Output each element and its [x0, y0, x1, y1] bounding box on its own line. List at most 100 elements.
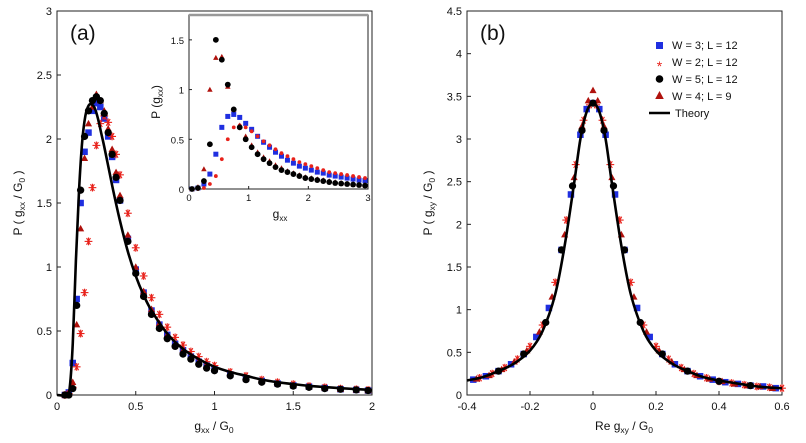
data-point: [633, 304, 641, 312]
data-point: [326, 172, 332, 178]
y-tick-label: 0: [46, 390, 52, 402]
series-square: [470, 99, 779, 392]
data-point: [303, 162, 308, 167]
series-triangle: [472, 86, 777, 391]
data-point: [273, 147, 278, 152]
data-point: [92, 141, 101, 150]
x-tick-label: 0: [186, 193, 191, 204]
y-tick-label: 4: [456, 49, 462, 61]
data-point: [242, 375, 250, 384]
data-point: [212, 36, 219, 43]
data-point: [201, 166, 207, 172]
data-point: [279, 151, 284, 156]
data-point: [237, 114, 243, 120]
legend-marker-circle: [655, 75, 664, 83]
data-point: [108, 150, 116, 159]
y-tick-label: 1: [456, 305, 462, 317]
inset-xlabel: gxx: [273, 207, 288, 223]
data-point: [72, 362, 81, 371]
data-point: [218, 56, 225, 63]
data-point: [195, 360, 203, 368]
legend-entry-w2: * W = 2; L = 12: [657, 57, 738, 74]
data-point: [85, 129, 92, 136]
data-point: [315, 166, 320, 171]
x-tick-label: 0.6: [774, 401, 789, 413]
data-point: [338, 174, 344, 180]
x-tick-label: 3: [365, 193, 370, 204]
data-point: [567, 191, 575, 198]
data-point: [112, 168, 120, 176]
data-point: [195, 185, 201, 191]
data-point: [104, 128, 112, 137]
data-point: [108, 145, 116, 153]
data-point: [100, 109, 108, 118]
data-point: [249, 129, 254, 134]
data-point: [356, 182, 362, 188]
data-point: [219, 124, 225, 130]
data-point: [266, 160, 273, 167]
data-point: [267, 144, 273, 150]
data-point: [320, 178, 327, 184]
data-point: [225, 137, 230, 142]
series-asterisk: [475, 100, 786, 393]
x-tick-label: 0.2: [648, 401, 663, 413]
data-point: [80, 154, 89, 161]
legend-label-theory: Theory: [675, 108, 710, 120]
data-point: [296, 163, 302, 169]
y-tick-label: 1.5: [37, 198, 52, 210]
data-point: [213, 174, 218, 178]
data-point: [297, 160, 302, 165]
data-point: [314, 177, 321, 183]
data-point: [76, 329, 85, 338]
inset-frame: [188, 14, 369, 190]
legend: W = 3; L = 12 * W = 2; L = 12 W = 5; L =…: [649, 40, 738, 120]
data-point: [344, 181, 351, 187]
data-point: [213, 54, 219, 60]
data-point: [226, 372, 234, 380]
data-point: [124, 231, 132, 238]
data-point: [179, 350, 187, 358]
data-point: [81, 148, 88, 156]
y-tick-label: 0.5: [171, 135, 184, 146]
legend-entry-theory: Theory: [649, 108, 710, 120]
legend-label-w2: W = 2; L = 12: [672, 57, 738, 69]
data-point: [93, 99, 100, 107]
panel-a-theory-curve: [56, 102, 373, 397]
series-circle: [189, 36, 368, 192]
inset-ticks: 0 1 2 3 0 0.5 1 1.5: [171, 36, 371, 204]
data-point: [224, 81, 231, 88]
data-point: [333, 171, 338, 175]
data-point: [88, 183, 97, 192]
data-point: [189, 186, 195, 192]
data-point: [339, 172, 344, 176]
data-point: [201, 178, 207, 184]
panel-b-ylabel: P ( gxy / G0 ): [421, 170, 437, 235]
data-point: [231, 125, 236, 130]
data-point: [248, 144, 255, 151]
data-point: [219, 157, 224, 162]
y-tick-label: 2.5: [37, 70, 52, 82]
legend-marker-square: [656, 42, 663, 49]
data-point: [77, 224, 85, 232]
data-point: [308, 176, 315, 182]
y-tick-label: 0: [456, 390, 462, 402]
data-point: [338, 180, 345, 187]
data-point: [97, 103, 104, 111]
data-point: [236, 124, 243, 131]
legend-label-w4: W = 4; L = 9: [672, 91, 732, 103]
data-point: [230, 106, 237, 113]
x-tick-label: 1: [211, 401, 217, 413]
x-tick-label: -0.4: [458, 401, 477, 413]
y-tick-label: 3: [456, 134, 462, 146]
panel-a-xlabel: gxx / G0: [194, 419, 234, 435]
x-tick-label: 0.5: [128, 401, 143, 413]
data-point: [73, 320, 81, 328]
y-tick-label: 0: [179, 185, 184, 196]
data-point: [285, 154, 290, 159]
x-tick-label: 2: [306, 193, 311, 204]
data-point: [284, 157, 290, 163]
data-point: [84, 237, 93, 246]
data-point: [77, 199, 84, 207]
panel-a-label: (a): [70, 22, 96, 45]
